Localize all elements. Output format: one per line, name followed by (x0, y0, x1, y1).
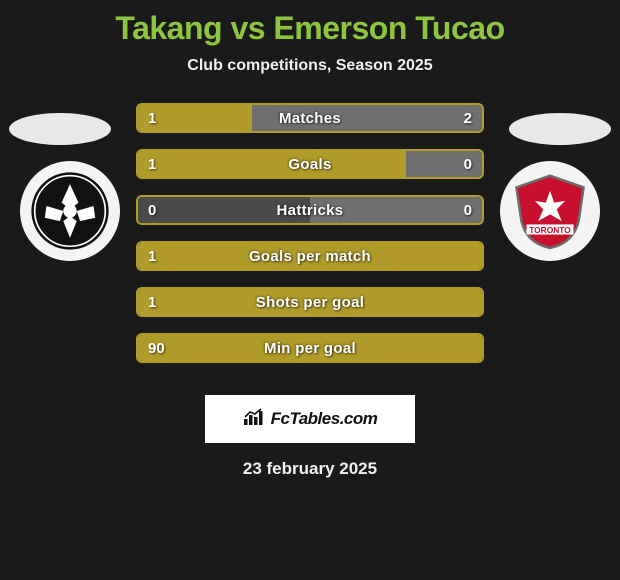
stat-row: 1Shots per goal (136, 287, 484, 317)
svg-text:TORONTO: TORONTO (529, 225, 571, 235)
watermark-text: FcTables.com (271, 409, 378, 429)
team-left-crest (20, 161, 120, 261)
stat-row: 12Matches (136, 103, 484, 133)
stat-label: Matches (138, 105, 482, 131)
stat-row: 1Goals per match (136, 241, 484, 271)
stat-label: Min per goal (138, 335, 482, 361)
comparison-bars: 12Matches 10Goals 00Hattricks 1Goals per ma… (136, 103, 484, 379)
stat-row: 00Hattricks (136, 195, 484, 225)
player-left-oval (9, 113, 111, 145)
chart-icon (243, 408, 265, 431)
comparison-content: TORONTO 12Matches 10Goals 00Hattricks 1Goal… (0, 103, 620, 383)
page-title: Takang vs Emerson Tucao (0, 0, 620, 47)
player-right-oval (509, 113, 611, 145)
stat-label: Hattricks (138, 197, 482, 223)
team-left-crest-icon (26, 167, 114, 255)
stat-row: 90Min per goal (136, 333, 484, 363)
team-right-crest: TORONTO (500, 161, 600, 261)
date-text: 23 february 2025 (0, 459, 620, 479)
subtitle: Club competitions, Season 2025 (0, 57, 620, 75)
stat-label: Goals per match (138, 243, 482, 269)
stat-label: Goals (138, 151, 482, 177)
stat-label: Shots per goal (138, 289, 482, 315)
watermark-badge: FcTables.com (205, 395, 415, 443)
stat-row: 10Goals (136, 149, 484, 179)
team-right-crest-icon: TORONTO (506, 167, 594, 255)
